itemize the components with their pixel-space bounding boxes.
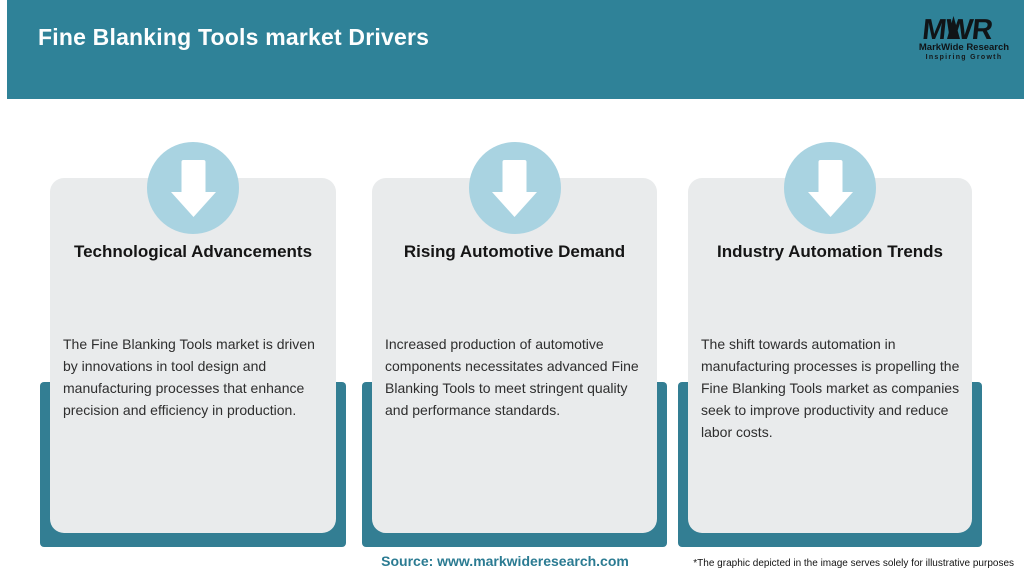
card-description: The shift towards automation in manufact… [701, 336, 960, 440]
source-text: Source: www.markwideresearch.com [381, 553, 629, 569]
card-panel: Industry Automation Trends The shift tow… [688, 178, 972, 533]
card-panel: Rising Automotive Demand Increased produ… [372, 178, 657, 533]
arrow-badge [147, 142, 239, 234]
arrow-badge [784, 142, 876, 234]
card-title: Rising Automotive Demand [403, 242, 626, 261]
driver-card-industry-automation-trends: Industry Automation Trends The shift tow… [678, 142, 982, 547]
down-arrow-icon [492, 160, 537, 217]
down-arrow-icon [807, 160, 853, 217]
card-description: The Fine Blanking Tools market is driven… [63, 336, 315, 418]
logo-spike-icon [947, 16, 960, 39]
logo-company-name: MarkWide Research [918, 42, 1010, 53]
arrow-badge [468, 142, 561, 234]
page-title: Fine Blanking Tools market Drivers [38, 24, 430, 50]
driver-card-rising-automotive-demand: Rising Automotive Demand Increased produ… [362, 142, 667, 547]
card-title: Industry Automation Trends [716, 242, 944, 261]
down-arrow-icon [170, 160, 216, 217]
disclaimer-text: *The graphic depicted in the image serve… [693, 558, 1014, 569]
card-title: Technological Advancements [73, 242, 313, 261]
logo-tagline: Inspiring Growth [925, 54, 1003, 61]
markwide-logo: MWR MarkWide Research Inspiring Growth [914, 15, 1014, 61]
mwr-logo-icon: MWR [921, 15, 995, 41]
card-panel: Technological Advancements The Fine Blan… [50, 178, 336, 533]
driver-card-technological-advancements: Technological Advancements The Fine Blan… [40, 142, 346, 547]
header-bar: Fine Blanking Tools market Drivers MWR M… [7, 0, 1024, 99]
card-description: Increased production of automotive compo… [385, 336, 639, 418]
